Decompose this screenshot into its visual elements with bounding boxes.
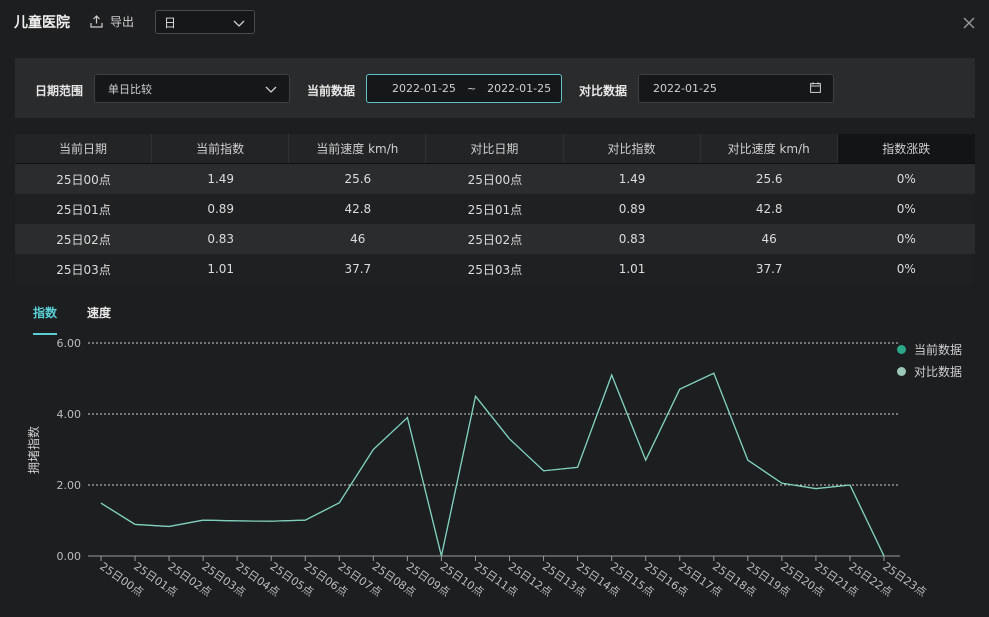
header: 儿童医院 导出 日 (0, 0, 989, 46)
series-line (100, 372, 885, 557)
table-cell: 1.01 (563, 254, 701, 284)
column-header: 当前速度 km/h (289, 134, 427, 163)
table-cell: 42.8 (289, 194, 427, 224)
compare-data-label: 对比数据 (579, 84, 628, 98)
y-tick-label: 2.00 (57, 479, 82, 492)
legend-item-current[interactable]: 当前数据 (897, 338, 962, 360)
period-select[interactable]: 日 (155, 10, 255, 34)
table-row: 25日03点 1.01 37.7 25日03点 1.01 37.7 0% (15, 254, 975, 284)
table-cell: 0.89 (563, 194, 701, 224)
table-row: 25日01点 0.89 42.8 25日01点 0.89 42.8 0% (15, 194, 975, 224)
period-select-value: 日 (164, 15, 177, 30)
date-range-select[interactable]: 单日比较 (94, 74, 290, 103)
table-cell: 0% (837, 194, 975, 224)
chevron-down-icon (233, 17, 245, 31)
export-button[interactable]: 导出 (90, 13, 134, 30)
legend-label: 当前数据 (914, 342, 963, 357)
comparison-table: 当前日期 当前指数 当前速度 km/h 对比日期 对比指数 对比速度 km/h … (15, 134, 975, 284)
table-cell: 0.83 (152, 224, 290, 254)
calendar-icon (810, 82, 821, 96)
table-cell: 0% (837, 254, 975, 284)
export-icon (90, 15, 103, 28)
table-cell: 25日01点 (426, 194, 564, 224)
y-axis-title: 拥堵指数 (26, 426, 41, 474)
series-line (100, 372, 885, 557)
y-tick-label: 4.00 (57, 408, 82, 421)
current-data-label: 当前数据 (307, 84, 356, 98)
table-cell: 1.01 (152, 254, 290, 284)
table-cell: 46 (700, 224, 838, 254)
table-cell: 25日00点 (426, 164, 564, 194)
congestion-index-chart: 拥堵指数0.002.004.006.0025日00点25日01点25日02点25… (26, 337, 929, 599)
compare-date-picker[interactable]: 2022-01-25 (638, 74, 834, 103)
legend-dot (897, 366, 906, 376)
table-cell: 0.89 (152, 194, 290, 224)
table-cell: 1.49 (152, 164, 290, 194)
filter-panel: 日期范围 单日比较 当前数据 2022-01-25 ~ 2022-01-25 对… (15, 58, 975, 118)
column-header: 当前指数 (152, 134, 290, 163)
current-start-date: 2022-01-25 (392, 82, 456, 95)
compare-date: 2022-01-25 (653, 82, 717, 95)
table-cell: 0% (837, 164, 975, 194)
table-cell: 25.6 (700, 164, 838, 194)
page-title: 儿童医院 (14, 15, 70, 31)
tab-speed[interactable]: 速度 (87, 306, 112, 320)
table-cell: 37.7 (700, 254, 838, 284)
table-cell: 1.49 (563, 164, 701, 194)
y-tick-label: 0.00 (57, 550, 82, 563)
table-row: 25日00点 1.49 25.6 25日00点 1.49 25.6 0% (15, 164, 975, 194)
table-cell: 0.83 (563, 224, 701, 254)
table-cell: 25日03点 (426, 254, 564, 284)
column-header: 对比日期 (426, 134, 564, 163)
tab-index[interactable]: 指数 (33, 304, 58, 335)
table-cell: 46 (289, 224, 427, 254)
table-cell: 0% (837, 224, 975, 254)
table-row: 25日02点 0.83 46 25日02点 0.83 46 0% (15, 224, 975, 254)
date-range-label: 日期范围 (35, 84, 84, 98)
column-header: 指数涨跌 (837, 134, 975, 163)
date-range-value: 单日比较 (108, 82, 152, 96)
chart-legend: 当前数据 对比数据 (897, 338, 962, 382)
export-label: 导出 (110, 15, 135, 29)
table-header: 当前日期 当前指数 当前速度 km/h 对比日期 对比指数 对比速度 km/h … (15, 134, 975, 164)
column-header: 对比指数 (563, 134, 701, 163)
y-tick-label: 6.00 (57, 337, 82, 350)
close-icon[interactable] (963, 17, 975, 32)
chevron-down-icon (265, 84, 277, 97)
table-cell: 25日03点 (15, 254, 153, 284)
table-cell: 25日02点 (426, 224, 564, 254)
current-end-date: 2022-01-25 (487, 82, 552, 95)
table-cell: 37.7 (289, 254, 427, 284)
table-cell: 42.8 (700, 194, 838, 224)
table-cell: 25日01点 (15, 194, 153, 224)
chart-tabs: 指数 速度 (33, 304, 111, 335)
table-cell: 25日02点 (15, 224, 153, 254)
range-separator: ~ (466, 82, 477, 95)
table-cell: 25日00点 (15, 164, 153, 194)
column-header: 当前日期 (15, 134, 153, 163)
table-cell: 25.6 (289, 164, 427, 194)
column-header: 对比速度 km/h (700, 134, 838, 163)
current-date-range-picker[interactable]: 2022-01-25 ~ 2022-01-25 (366, 74, 562, 103)
legend-label: 对比数据 (914, 364, 963, 379)
legend-dot (897, 344, 906, 354)
legend-item-compare[interactable]: 对比数据 (897, 360, 962, 382)
